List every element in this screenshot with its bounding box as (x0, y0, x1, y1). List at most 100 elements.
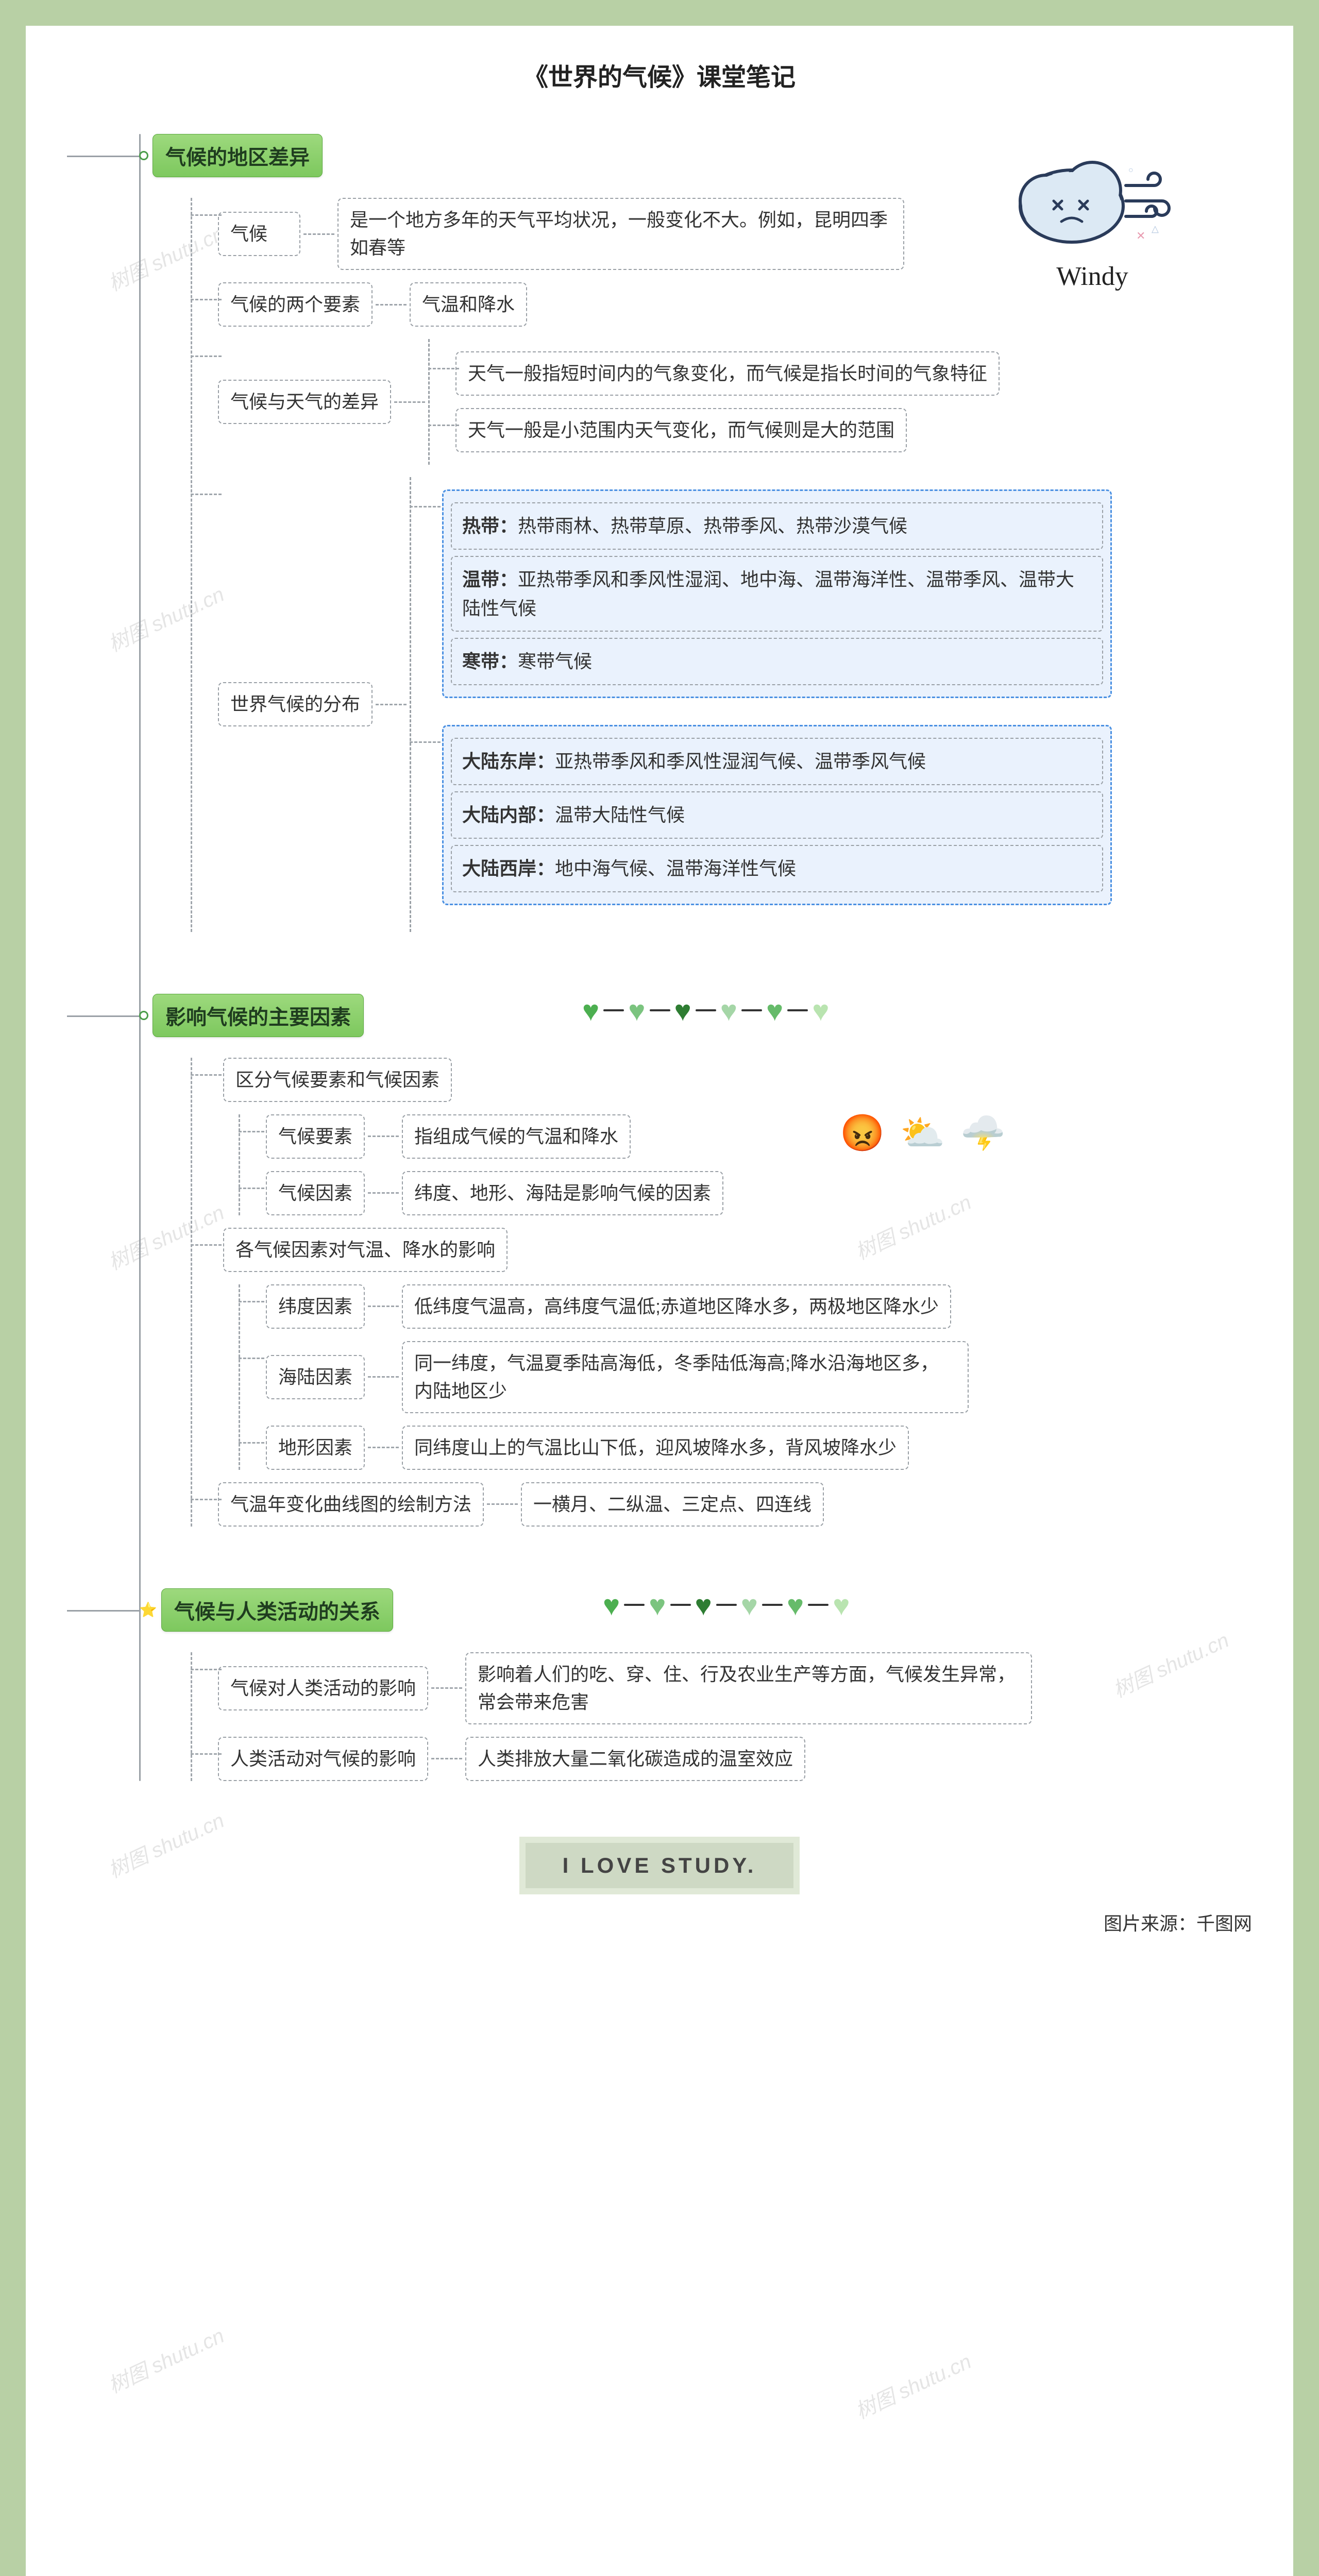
mindmap-node: 气候要素 (266, 1114, 365, 1159)
group-item: 大陆东岸：亚热带季风和季风性湿润气候、温带季风气候 (451, 738, 1103, 785)
mindmap-node: 人类活动对气候的影响 (218, 1737, 428, 1781)
section-s2: 影响气候的主要因素♥♥♥♥♥♥😡⛅🌩️区分气候要素和气候因素气候要素指组成气候的… (67, 994, 1252, 1527)
connector (431, 1687, 462, 1689)
node-pair: 气候是一个地方多年的天气平均状况，一般变化不大。例如，昆明四季如春等 (192, 198, 904, 270)
heart-icon: ♥ (787, 1588, 804, 1622)
heart-connector (741, 1009, 762, 1011)
mindmap-node: 气温和降水 (410, 282, 527, 327)
watermark: 树图 shutu.cn (103, 1804, 228, 1884)
group-box: 大陆东岸：亚热带季风和季风性湿润气候、温带季风气候大陆内部：温带大陆性气候大陆西… (442, 725, 1112, 905)
mindmap-node: 气候因素 (266, 1171, 365, 1215)
group-row: 大陆东岸：亚热带季风和季风性湿润气候、温带季风气候大陆内部：温带大陆性气候大陆西… (411, 725, 1112, 919)
mindmap-row: 世界气候的分布 热带：热带雨林、热带草原、热带季风、热带沙漠气候温带：亚热带季风和… (192, 477, 1252, 932)
watermark: 树图 shutu.cn (850, 2345, 975, 2425)
heart-icon: ♥ (812, 994, 829, 1027)
heart-connector (787, 1009, 808, 1011)
mindmap-node: 气候与天气的差异 (218, 380, 391, 424)
heart-icon: ♥ (628, 994, 645, 1027)
mindmap-node: 各气候因素对气温、降水的影响 (223, 1228, 508, 1272)
mindmap-row: 气候因素纬度、地形、海陆是影响气候的因素 (240, 1171, 1252, 1215)
mindmap-node: 气候 (218, 212, 300, 256)
mindmap-row: 天气一般指短时间内的气象变化，而气候是指长时间的气象特征 (430, 351, 1000, 396)
connector (376, 704, 407, 705)
node-pair: 世界气候的分布 热带：热带雨林、热带草原、热带季风、热带沙漠气候温带：亚热带季风和… (192, 477, 1112, 932)
mindmap: 气候的地区差异 ✕ △ ○ Windy气候是一个地方多年的天气平均状况，一般变化… (67, 134, 1252, 1781)
hearts-decoration: ♥♥♥♥♥♥ (603, 1588, 850, 1622)
section-title-badge: 气候与人类活动的关系 (161, 1588, 393, 1632)
connector (368, 1306, 399, 1307)
mindmap-node: 影响着人们的吃、穿、住、行及农业生产等方面，气候发生异常，常会带来危害 (465, 1652, 1032, 1724)
svg-text:○: ○ (1128, 166, 1134, 175)
heart-connector (650, 1009, 670, 1011)
group-row: 热带：热带雨林、热带草原、热带季风、热带沙漠气候温带：亚热带季风和季风性湿润、地… (411, 489, 1112, 713)
mindmap-node: 纬度、地形、海陆是影响气候的因素 (402, 1171, 723, 1215)
group-item: 热带：热带雨林、热带草原、热带季风、热带沙漠气候 (451, 502, 1103, 550)
mindmap-node: 天气一般指短时间内的气象变化，而气候是指长时间的气象特征 (455, 351, 1000, 396)
star-icon: ⭐ (139, 1601, 157, 1618)
node-pair: 地形因素同纬度山上的气温比山下低，迎风坡降水多，背风坡降水少 (240, 1426, 909, 1470)
sub-column: 天气一般指短时间内的气象变化，而气候是指长时间的气象特征天气一般是小范围内天气变… (428, 339, 1000, 465)
node-pair: 气候要素指组成气候的气温和降水 (240, 1114, 631, 1159)
mindmap-node: 低纬度气温高，高纬度气温低;赤道地区降水多，两极地区降水少 (402, 1284, 951, 1329)
group-wrap: 热带：热带雨林、热带草原、热带季风、热带沙漠气候温带：亚热带季风和季风性湿润、地… (410, 477, 1112, 932)
mindmap-row: 天气一般是小范围内天气变化，而气候则是大的范围 (430, 408, 1000, 452)
heart-icon: ♥ (741, 1588, 758, 1622)
node-pair: 纬度因素低纬度气温高，高纬度气温低;赤道地区降水多，两极地区降水少 (240, 1284, 951, 1329)
heart-icon: ♥ (720, 994, 737, 1027)
mindmap-row: 纬度因素低纬度气温高，高纬度气温低;赤道地区降水多，两极地区降水少 (240, 1284, 1252, 1329)
section-title-badge: 影响气候的主要因素 (153, 994, 364, 1037)
heart-connector (603, 1009, 624, 1011)
mindmap-row: 气候要素指组成气候的气温和降水 (240, 1114, 1252, 1159)
page-title: 《世界的气候》课堂笔记 (67, 57, 1252, 93)
mindmap-node: 世界气候的分布 (218, 682, 373, 726)
heart-icon: ♥ (833, 1588, 850, 1622)
group-item: 大陆内部：温带大陆性气候 (451, 791, 1103, 839)
group-box: 热带：热带雨林、热带草原、热带季风、热带沙漠气候温带：亚热带季风和季风性湿润、地… (442, 489, 1112, 698)
mindmap-row: 气候对人类活动的影响影响着人们的吃、穿、住、行及农业生产等方面，气候发生异常，常… (192, 1652, 1252, 1724)
bullet-icon (139, 151, 148, 160)
group-item: 大陆西岸：地中海气候、温带海洋性气候 (451, 845, 1103, 892)
heart-icon: ♥ (674, 994, 691, 1027)
connector (431, 1758, 462, 1759)
node-pair: 气候对人类活动的影响影响着人们的吃、穿、住、行及农业生产等方面，气候发生异常，常… (192, 1652, 1032, 1724)
heart-icon: ♥ (766, 994, 783, 1027)
heart-connector (696, 1009, 716, 1011)
heart-connector (670, 1604, 691, 1606)
mindmap-row: 气候是一个地方多年的天气平均状况，一般变化不大。例如，昆明四季如春等 (192, 198, 1252, 270)
node-pair: 气候因素纬度、地形、海陆是影响气候的因素 (240, 1171, 723, 1215)
level2-column: 纬度因素低纬度气温高，高纬度气温低;赤道地区降水多，两极地区降水少海陆因素同一纬… (239, 1284, 1252, 1470)
heart-connector (716, 1604, 737, 1606)
mindmap-node: 气候的两个要素 (218, 282, 373, 327)
mindmap-row: 区分气候要素和气候因素 (192, 1058, 1252, 1102)
children-column: 气候是一个地方多年的天气平均状况，一般变化不大。例如，昆明四季如春等气候的两个要… (191, 198, 1252, 932)
mindmap-row: 气候与天气的差异天气一般指短时间内的气象变化，而气候是指长时间的气象特征天气一般… (192, 339, 1252, 465)
mindmap-node: 气温年变化曲线图的绘制方法 (218, 1482, 484, 1527)
connector (376, 304, 407, 306)
mindmap-node: 纬度因素 (266, 1284, 365, 1329)
bullet-icon (139, 1011, 148, 1020)
mindmap-row: 气温年变化曲线图的绘制方法一横月、二纵温、三定点、四连线 (192, 1482, 1252, 1527)
mindmap-node: 一横月、二纵温、三定点、四连线 (521, 1482, 824, 1527)
node-pair: 气候与天气的差异天气一般指短时间内的气象变化，而气候是指长时间的气象特征天气一般… (192, 339, 1000, 465)
mindmap-node: 人类排放大量二氧化碳造成的温室效应 (465, 1737, 805, 1781)
heart-connector (808, 1604, 828, 1606)
connector (368, 1376, 399, 1378)
heart-connector (624, 1604, 645, 1606)
heart-icon: ♥ (695, 1588, 712, 1622)
heart-icon: ♥ (582, 994, 599, 1027)
mindmap-node: 区分气候要素和气候因素 (223, 1058, 452, 1102)
mindmap-row: 各气候因素对气温、降水的影响 (192, 1228, 1252, 1272)
mindmap-node: 是一个地方多年的天气平均状况，一般变化不大。例如，昆明四季如春等 (337, 198, 904, 270)
section-s1: 气候的地区差异 ✕ △ ○ Windy气候是一个地方多年的天气平均状况，一般变化… (67, 134, 1252, 932)
image-credit: 图片来源：千图网 (67, 1909, 1252, 1936)
mindmap-row: 气候的两个要素气温和降水 (192, 282, 1252, 327)
page: 《世界的气候》课堂笔记 树图 shutu.cn 树图 shutu.cn 树图 shu… (26, 26, 1293, 2576)
watermark: 树图 shutu.cn (103, 2319, 228, 2399)
mindmap-row: 海陆因素同一纬度，气温夏季陆高海低，冬季陆低海高;降水沿海地区多，内陆地区少 (240, 1341, 1252, 1413)
mindmap-node: 气候对人类活动的影响 (218, 1666, 428, 1710)
hearts-decoration: ♥ ♥ ♥ ♥ ♥ ♥ (582, 994, 830, 1027)
node-pair: 气候的两个要素气温和降水 (192, 282, 527, 327)
connector (394, 401, 425, 403)
heart-icon: ♥ (649, 1588, 666, 1622)
connector (368, 1192, 399, 1194)
